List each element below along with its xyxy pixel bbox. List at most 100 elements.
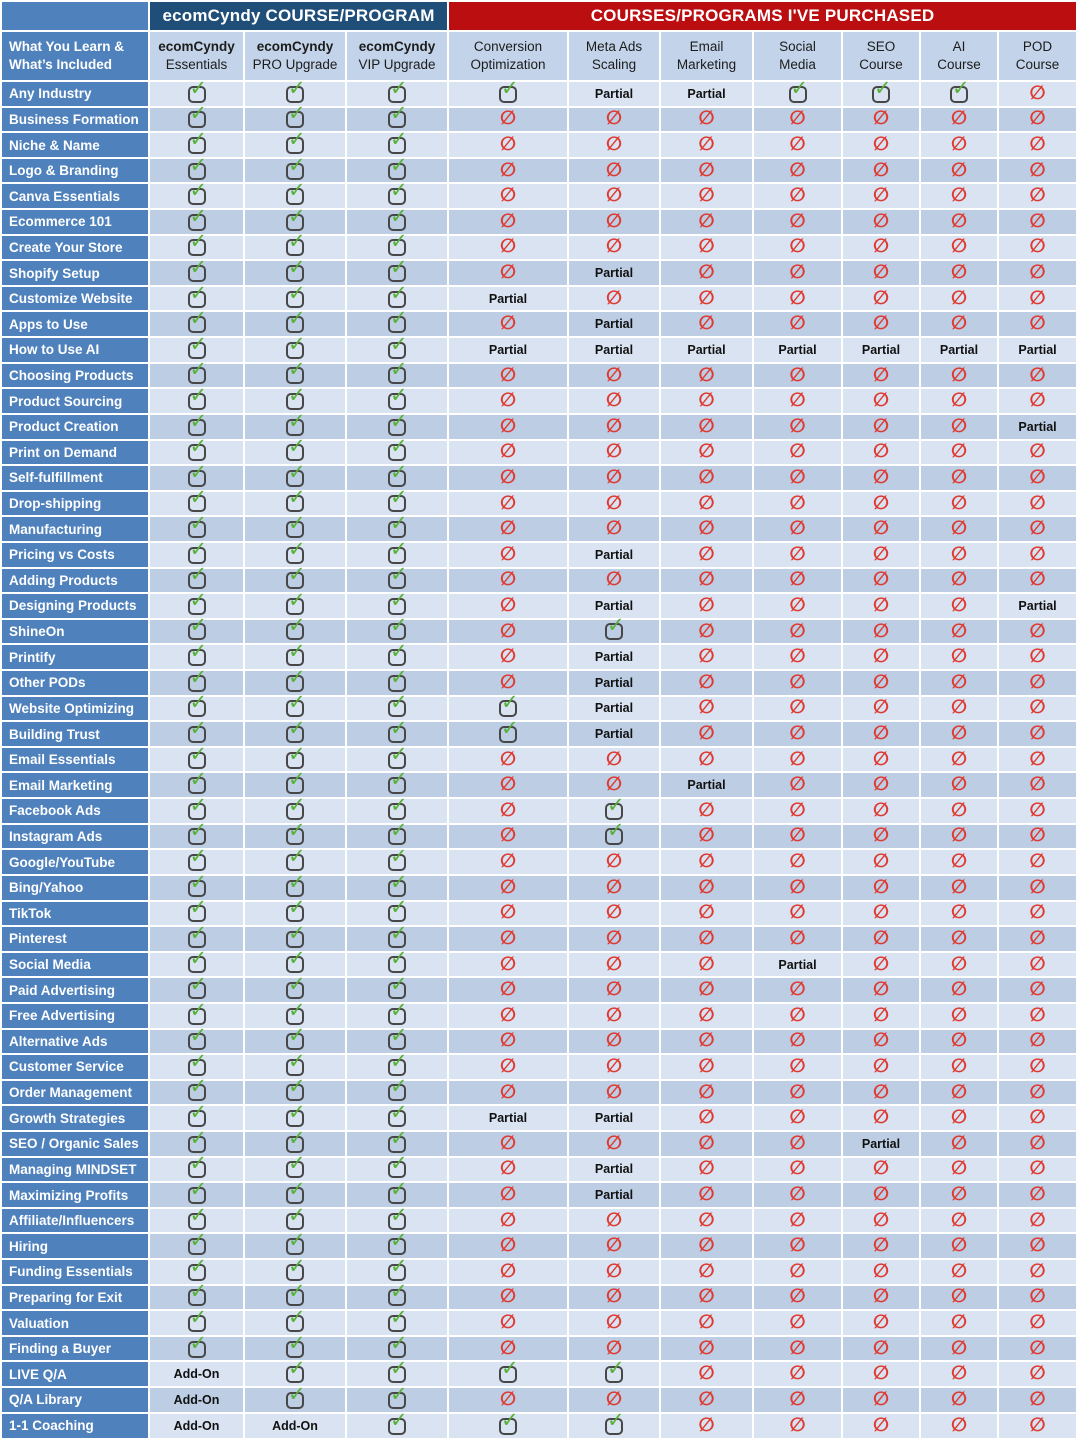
column-header-line1: ecomCyndy bbox=[256, 39, 334, 55]
not-included-icon: ∅ bbox=[499, 645, 517, 668]
not-included-icon: ∅ bbox=[950, 1029, 968, 1052]
not-included-icon: ∅ bbox=[698, 107, 715, 130]
check-icon: ✓ bbox=[187, 487, 207, 513]
not-included-icon: ∅ bbox=[872, 235, 890, 258]
table-row: Growth Strategies ✓ ✓ ✓ Partial Partial ∅ ∅ ∅ ∅ ∅ bbox=[0, 1102, 1076, 1132]
check-tick-glyph: ✓ bbox=[390, 1125, 408, 1150]
not-included-icon: ∅ bbox=[605, 389, 623, 412]
check-icon: ✓ bbox=[286, 615, 306, 641]
table-cell: ∅ bbox=[567, 1027, 661, 1056]
addon-label: Add-On bbox=[173, 1392, 220, 1407]
row-label: Instagram Ads bbox=[0, 822, 150, 851]
check-icon: ✓ bbox=[286, 845, 306, 871]
table-row: Business Formation ✓ ✓ ✓ ∅ ∅ ∅ ∅ ∅ ∅ ∅ bbox=[0, 103, 1076, 134]
not-included-icon: ∅ bbox=[499, 1054, 517, 1077]
check-tick-glyph: ✓ bbox=[390, 818, 408, 843]
not-included-icon: ∅ bbox=[872, 184, 890, 207]
table-cell: ∅ bbox=[752, 720, 843, 748]
not-included-icon: ∅ bbox=[1029, 952, 1046, 975]
check-icon: ✓ bbox=[286, 180, 306, 206]
table-row: Product Sourcing ✓ ✓ ✓ ∅ ∅ ∅ ∅ ∅ ∅ ∅ bbox=[0, 385, 1076, 415]
column-header-line1: Conversion bbox=[473, 39, 543, 55]
column-header-conversion-optimization: Conversion Optimization bbox=[447, 30, 569, 82]
table-cell: ∅ bbox=[447, 643, 569, 672]
row-label: Customer Service bbox=[0, 1053, 150, 1081]
check-icon: ✓ bbox=[286, 820, 306, 846]
table-cell: ✓ bbox=[345, 615, 449, 646]
check-icon: ✓ bbox=[286, 1255, 306, 1281]
check-icon: ✓ bbox=[388, 1230, 408, 1256]
table-cell: ∅ bbox=[919, 310, 999, 339]
not-included-icon: ∅ bbox=[789, 619, 806, 642]
check-icon: ✓ bbox=[388, 410, 408, 436]
table-cell: ✓ bbox=[243, 564, 347, 595]
table-row: Bing/Yahoo ✓ ✓ ✓ ∅ ∅ ∅ ∅ ∅ ∅ ∅ bbox=[0, 871, 1076, 902]
table-cell: ∅ bbox=[841, 489, 921, 518]
check-icon: ✓ bbox=[286, 1332, 306, 1358]
check-tick-glyph: ✓ bbox=[189, 1074, 208, 1099]
table-cell: ∅ bbox=[841, 540, 921, 569]
column-header-line2: Course bbox=[1015, 57, 1060, 72]
table-cell: ∅ bbox=[996, 1360, 1076, 1389]
table-cell: ∅ bbox=[996, 156, 1076, 185]
not-included-icon: ∅ bbox=[605, 773, 623, 796]
table-cell: ∅ bbox=[919, 566, 999, 595]
column-header-line1: Email bbox=[689, 39, 724, 55]
not-included-icon: ∅ bbox=[1029, 1054, 1046, 1077]
table-cell: ∅ bbox=[996, 1181, 1076, 1209]
not-included-icon: ∅ bbox=[872, 414, 890, 437]
table-cell: ∅ bbox=[567, 284, 661, 313]
not-included-icon: ∅ bbox=[1029, 619, 1046, 642]
check-tick-glyph: ✓ bbox=[189, 818, 208, 843]
partial-label: Partial bbox=[488, 1111, 528, 1126]
table-row: Q/A Library Add-On ✓ ✓ ∅ ∅ ∅ ∅ ∅ ∅ ∅ bbox=[0, 1383, 1076, 1414]
table-cell: ✓ bbox=[243, 154, 347, 185]
check-tick-glyph: ✓ bbox=[288, 254, 306, 279]
not-included-icon: ∅ bbox=[698, 491, 715, 514]
table-cell: ∅ bbox=[919, 1206, 999, 1235]
table-cell: ∅ bbox=[567, 208, 661, 236]
table-row: Free Advertising ✓ ✓ ✓ ∅ ∅ ∅ ∅ ∅ ∅ ∅ bbox=[0, 999, 1076, 1030]
check-tick-glyph: ✓ bbox=[390, 741, 408, 766]
table-cell: Partial bbox=[567, 643, 661, 672]
table-cell: ✓ bbox=[752, 77, 843, 108]
table-cell: ∅ bbox=[996, 694, 1076, 723]
not-included-icon: ∅ bbox=[950, 209, 968, 232]
check-icon: ✓ bbox=[187, 1127, 207, 1153]
table-cell: ∅ bbox=[996, 438, 1076, 467]
table-cell: ∅ bbox=[567, 438, 661, 467]
check-tick-glyph: ✓ bbox=[189, 920, 208, 945]
not-included-icon: ∅ bbox=[872, 1311, 890, 1334]
check-icon: ✓ bbox=[187, 743, 207, 769]
check-icon: ✓ bbox=[286, 1178, 306, 1204]
check-tick-glyph: ✓ bbox=[288, 126, 306, 151]
check-tick-glyph: ✓ bbox=[288, 690, 306, 715]
table-cell: ✓ bbox=[243, 487, 347, 518]
check-icon: ✓ bbox=[388, 769, 408, 795]
not-included-icon: ∅ bbox=[499, 491, 517, 514]
table-cell: ∅ bbox=[659, 412, 754, 441]
not-included-icon: ∅ bbox=[499, 440, 517, 463]
table-cell: Partial bbox=[567, 1155, 661, 1184]
check-tick-glyph: ✓ bbox=[189, 280, 208, 305]
check-icon: ✓ bbox=[286, 538, 306, 564]
table-cell: ∅ bbox=[659, 387, 754, 415]
table-cell: Partial bbox=[567, 336, 661, 364]
not-included-icon: ∅ bbox=[789, 1029, 806, 1052]
not-included-icon: ∅ bbox=[950, 978, 968, 1001]
table-cell: ∅ bbox=[659, 720, 754, 748]
table-cell: ∅ bbox=[919, 1386, 999, 1414]
check-tick-glyph: ✓ bbox=[390, 1279, 408, 1304]
not-included-icon: ∅ bbox=[698, 1208, 715, 1231]
table-cell: ✓ bbox=[243, 1050, 347, 1081]
not-included-icon: ∅ bbox=[950, 798, 968, 821]
table-cell: ∅ bbox=[919, 438, 999, 467]
check-tick-glyph: ✓ bbox=[390, 229, 408, 254]
check-icon: ✓ bbox=[388, 487, 408, 513]
table-cell: ✓ bbox=[345, 538, 449, 569]
table-cell: ✓ bbox=[243, 1281, 347, 1312]
not-included-icon: ∅ bbox=[1029, 1285, 1046, 1308]
table-cell: ✓ bbox=[345, 1409, 449, 1440]
check-icon: ✓ bbox=[187, 1230, 207, 1256]
check-icon: ✓ bbox=[187, 1306, 207, 1332]
